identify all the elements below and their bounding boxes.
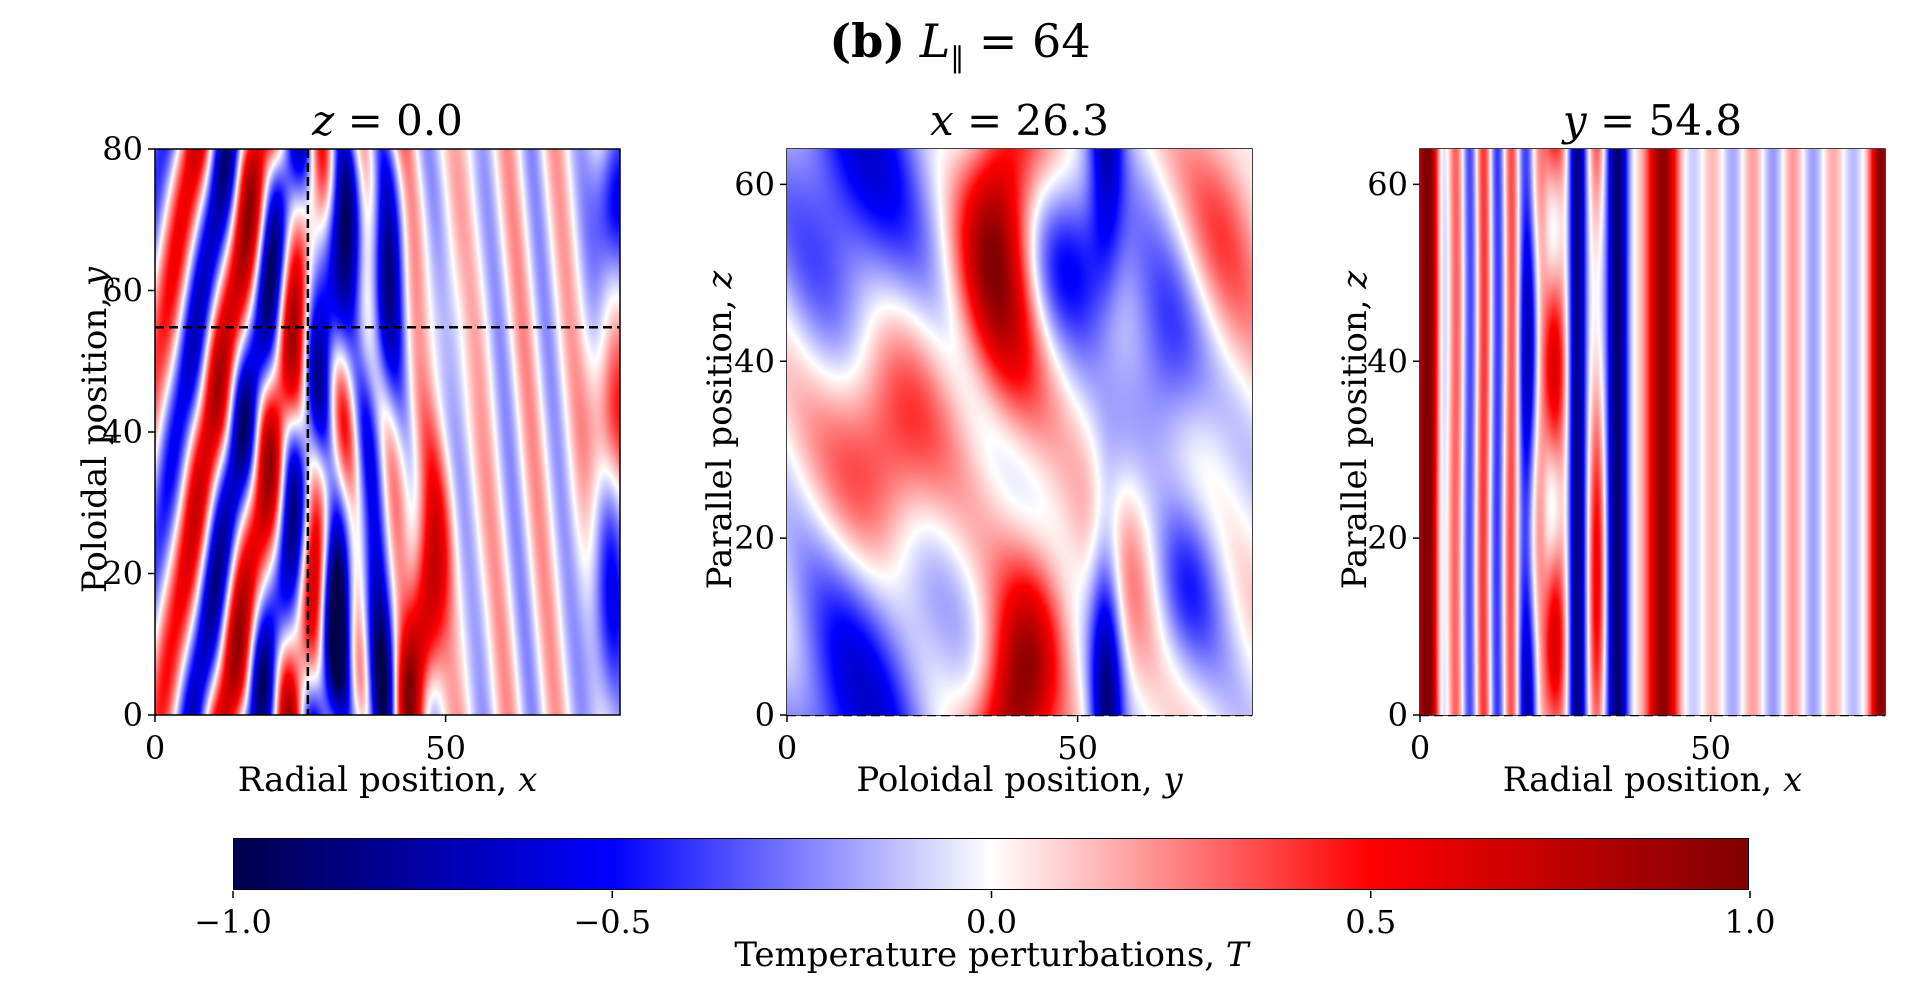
- panel-3-xtick-label: 50: [1690, 729, 1731, 767]
- panel-1-title: z = 0.0: [155, 96, 620, 145]
- colorbar-label-var: T: [1225, 935, 1249, 975]
- panel-1-frame: [154, 148, 621, 716]
- colorbar-label-text: Temperature perturbations,: [734, 935, 1226, 975]
- colorbar-tick-label: 0.0: [966, 903, 1017, 941]
- panel-3-ytick-label: 60: [1367, 165, 1408, 203]
- panel-3-xlabel-text: Radial position,: [1502, 760, 1784, 800]
- colorbar: [233, 838, 1749, 890]
- panel-2-ylabel-text: Parallel position,: [700, 288, 740, 590]
- panel-1-xtick-label: 50: [425, 729, 466, 767]
- panel-2-ylabel: Parallel position, z: [700, 230, 740, 630]
- panel-1-xlabel-text: Radial position,: [237, 760, 519, 800]
- panel-3-title-var: y: [1562, 96, 1587, 145]
- panel-2-ytick-label: 40: [734, 342, 775, 380]
- figure-title-panel-tag: (b): [829, 14, 906, 68]
- panel-1-heatmap: [155, 149, 620, 715]
- panel-2-xlabel: Poloidal position, y: [787, 760, 1252, 800]
- panel-1-ytick-label: 60: [102, 272, 143, 310]
- panel-3-heatmap: [1420, 149, 1885, 715]
- panel-3-xlabel-var: x: [1783, 760, 1803, 800]
- figure-title-subscript: ‖: [950, 41, 965, 75]
- panel-1-ytick-label: 40: [102, 413, 143, 451]
- panel-3-xlabel: Radial position, x: [1420, 760, 1885, 800]
- panel-2-ylabel-var: z: [700, 270, 740, 289]
- panel-3-title: y = 54.8: [1420, 96, 1885, 145]
- colorbar-tick-label: 1.0: [1725, 903, 1776, 941]
- panel-2-xtick-label: 50: [1057, 729, 1098, 767]
- panel-1-ytick-label: 0: [123, 696, 143, 734]
- panel-1-xtick-label: 0: [145, 729, 165, 767]
- panel-1-ylabel: Poloidal position, y: [75, 230, 115, 630]
- panel-2-ytick-label: 20: [734, 519, 775, 557]
- panel-2-xtick-label: 0: [777, 729, 797, 767]
- panel-2-ytick-label: 60: [734, 165, 775, 203]
- panel-3-ylabel: Parallel position, z: [1335, 230, 1375, 630]
- panel-1-ytick-label: 80: [102, 130, 143, 168]
- panel-3-xtick-label: 0: [1410, 729, 1430, 767]
- panel-2-title-val: = 26.3: [953, 96, 1110, 145]
- panel-1-title-val: = 0.0: [334, 96, 463, 145]
- colorbar-tick-label: −0.5: [573, 903, 651, 941]
- colorbar-tick-label: −1.0: [194, 903, 272, 941]
- figure-title-value: = 64: [964, 14, 1091, 68]
- panel-2-xlabel-var: y: [1163, 760, 1183, 800]
- panel-1-xlabel-var: x: [518, 760, 538, 800]
- panel-1-ytick-label: 20: [102, 555, 143, 593]
- panel-1-ylabel-text: Poloidal position,: [75, 286, 115, 594]
- panel-2-title-var: x: [929, 96, 954, 145]
- panel-3-ytick-label: 40: [1367, 342, 1408, 380]
- panel-1-ylabel-var: y: [75, 266, 115, 287]
- panel-2-title: x = 26.3: [787, 96, 1252, 145]
- panel-1-xlabel: Radial position, x: [155, 760, 620, 800]
- panel-2-ytick-label: 0: [755, 696, 775, 734]
- panel-3-ytick-label: 0: [1388, 696, 1408, 734]
- panel-3-ytick-label: 20: [1367, 519, 1408, 557]
- colorbar-tick-label: 0.5: [1345, 903, 1396, 941]
- figure-title-variable: L: [919, 14, 951, 68]
- panel-3-ylabel-text: Parallel position,: [1335, 288, 1375, 590]
- panel-2-xlabel-text: Poloidal position,: [856, 760, 1164, 800]
- panel-3-title-val: = 54.8: [1586, 96, 1743, 145]
- panel-1-title-var: z: [312, 96, 335, 145]
- panel-2-heatmap: [787, 149, 1252, 715]
- panel-3-ylabel-var: z: [1335, 270, 1375, 289]
- figure-title: (b) L‖ = 64: [0, 14, 1920, 74]
- colorbar-label: Temperature perturbations, T: [233, 935, 1750, 975]
